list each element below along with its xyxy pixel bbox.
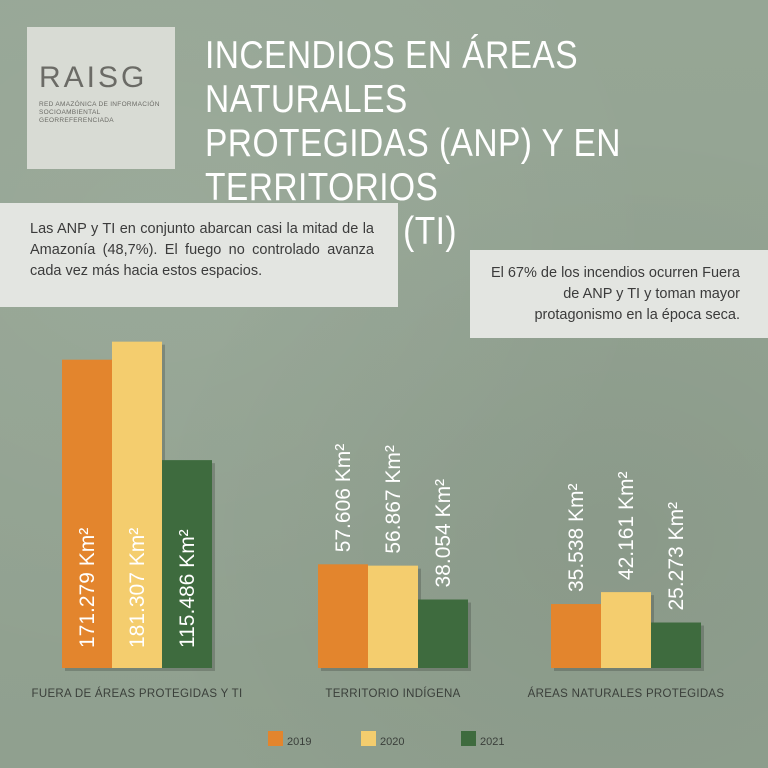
bar-2019-0 — [62, 359, 112, 668]
logo-subtitle-line2: SOCIOAMBIENTAL GEORREFERENCIADA — [39, 109, 114, 124]
bar-2020-1 — [368, 565, 418, 668]
bar-2019-2 — [551, 604, 601, 668]
bar-value-label: 56.867 Km² — [382, 445, 405, 554]
legend-label-2021: 2021 — [480, 736, 504, 748]
bar-value-label: 181.307 Km² — [126, 528, 149, 648]
bar-value-label: 57.606 Km² — [332, 444, 355, 553]
legend-swatch-2019 — [268, 731, 283, 746]
logo-subtitle-line1: RED AMAZÓNICA DE INFORMACIÓN — [39, 101, 160, 108]
bar-value-label: 115.486 Km² — [176, 529, 199, 648]
bar-2021-2 — [651, 622, 701, 668]
category-label: FUERA DE ÁREAS PROTEGIDAS Y TI — [32, 687, 243, 700]
bar-2021-0 — [162, 460, 212, 668]
bar-value-label: 171.279 Km² — [76, 528, 99, 648]
logo-subtitle: RED AMAZÓNICA DE INFORMACIÓN SOCIOAMBIEN… — [39, 101, 167, 125]
bar-2020-2 — [601, 592, 651, 668]
logo-name: RAISG — [39, 61, 148, 94]
bar-2020-0 — [112, 341, 162, 668]
bar-2019-1 — [318, 564, 368, 668]
bar-value-label: 42.161 Km² — [615, 472, 638, 581]
note-outside-share: El 67% de los incendios ocurren Fuera de… — [470, 250, 768, 338]
bar-value-label: 35.538 Km² — [565, 483, 588, 592]
bar-value-label: 25.273 Km² — [665, 502, 688, 611]
category-label: ÁREAS NATURALES PROTEGIDAS — [528, 687, 725, 700]
legend-label-2019: 2019 — [287, 736, 311, 748]
bar-value-label: 38.054 Km² — [432, 479, 455, 588]
note-coverage: Las ANP y TI en conjunto abarcan casi la… — [0, 203, 398, 307]
logo: RAISG RED AMAZÓNICA DE INFORMACIÓN SOCIO… — [27, 27, 175, 169]
legend-swatch-2021 — [461, 731, 476, 746]
category-label: TERRITORIO INDÍGENA — [325, 687, 460, 700]
bar-2021-1 — [418, 599, 468, 668]
legend-label-2020: 2020 — [380, 736, 404, 748]
legend-swatch-2020 — [361, 731, 376, 746]
